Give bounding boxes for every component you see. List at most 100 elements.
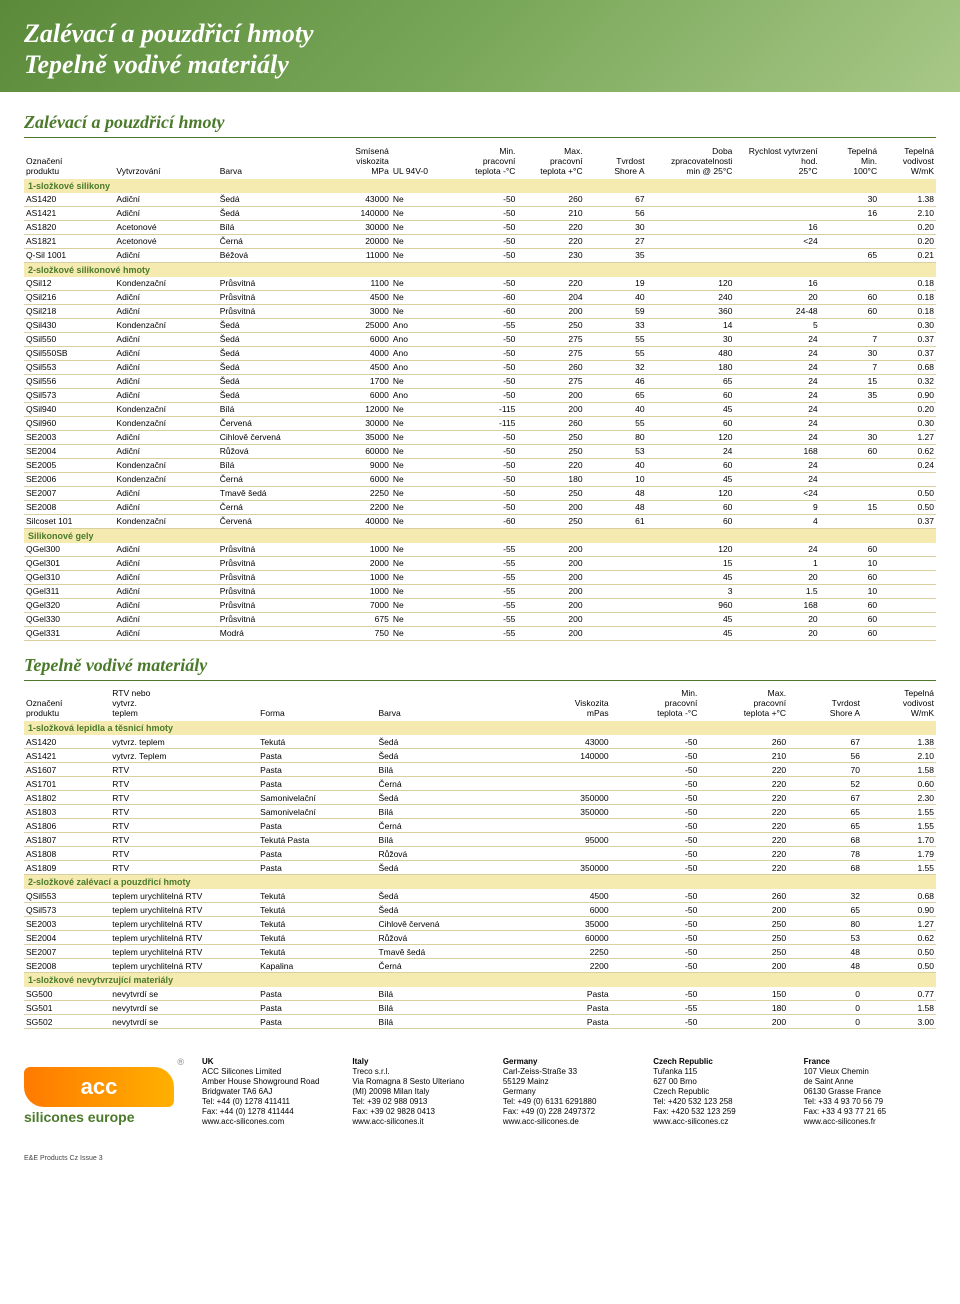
- table-cell: 220: [699, 861, 788, 875]
- table-cell: Ne: [391, 416, 450, 430]
- group-label: 2-složkové zalévací a pouzdřicí hmoty: [24, 875, 936, 890]
- table-cell: 6000: [500, 903, 611, 917]
- address-country: UK: [202, 1057, 334, 1066]
- table-cell: 250: [517, 444, 584, 458]
- table-row: QGel301AdičníPrůsvitná2000Ne-5520015110: [24, 556, 936, 570]
- table-cell: 12000: [319, 402, 391, 416]
- table-cell: Bílá: [218, 220, 319, 234]
- issue-line: E&E Products Cz Issue 3: [24, 1155, 960, 1162]
- table-cell: Pasta: [258, 763, 376, 777]
- table-row: QSil550AdičníŠedá6000Ano-5027555302470.3…: [24, 332, 936, 346]
- table-cell: 960: [647, 598, 735, 612]
- table-cell: 45: [647, 626, 735, 640]
- table-cell: Adiční: [114, 584, 217, 598]
- table-cell: SG502: [24, 1015, 110, 1029]
- table-cell: 16: [734, 220, 819, 234]
- table-cell: 24: [647, 444, 735, 458]
- table-cell: 0.30: [879, 318, 936, 332]
- address-line: de Saint Anne: [804, 1077, 936, 1086]
- table-cell: 20: [734, 290, 819, 304]
- table-cell: QSil553: [24, 360, 114, 374]
- table-cell: 275: [517, 374, 584, 388]
- table-cell: 250: [517, 514, 584, 528]
- address-block: GermanyCarl-Zeiss-Straße 3355129 MainzGe…: [503, 1057, 635, 1127]
- table-cell: SE2007: [24, 486, 114, 500]
- table-cell: QGel330: [24, 612, 114, 626]
- table-cell: 10: [820, 556, 879, 570]
- table-cell: Ne: [391, 458, 450, 472]
- table-cell: 250: [517, 430, 584, 444]
- table-cell: Adiční: [114, 486, 217, 500]
- table-cell: [585, 584, 647, 598]
- table-cell: [585, 598, 647, 612]
- table-cell: 11000: [319, 248, 391, 262]
- table-cell: 0.18: [879, 304, 936, 318]
- table-cell: 1000: [319, 543, 391, 557]
- table-cell: RTV: [110, 861, 258, 875]
- table-cell: 0.37: [879, 332, 936, 346]
- table-cell: 250: [699, 945, 788, 959]
- table-cell: Růžová: [376, 847, 499, 861]
- table-cell: AS1701: [24, 777, 110, 791]
- table-cell: QGel301: [24, 556, 114, 570]
- table-cell: Průsvitná: [218, 556, 319, 570]
- table-cell: 1.58: [862, 1001, 936, 1015]
- table-cell: Bílá: [376, 833, 499, 847]
- table-cell: 45: [647, 612, 735, 626]
- table-cell: -55: [450, 612, 517, 626]
- table-cell: [879, 472, 936, 486]
- table-cell: 260: [699, 735, 788, 749]
- table-cell: 1.27: [862, 917, 936, 931]
- table-cell: Pasta: [500, 1001, 611, 1015]
- table-cell: vytvrz. teplem: [110, 735, 258, 749]
- table-cell: 48: [788, 945, 862, 959]
- table-1: OznačeníproduktuVytvrzováníBarvaSmísenáv…: [24, 144, 936, 641]
- address-line: Carl-Zeiss-Straße 33: [503, 1067, 635, 1076]
- table-cell: 60: [820, 444, 879, 458]
- table-cell: 220: [699, 791, 788, 805]
- table-cell: 260: [699, 889, 788, 903]
- table-cell: 2000: [319, 556, 391, 570]
- table-cell: Tekutá: [258, 945, 376, 959]
- table-cell: 350000: [500, 861, 611, 875]
- table-cell: [647, 206, 735, 220]
- table-row: AS1803RTVSamonivelačníBílá350000-5022065…: [24, 805, 936, 819]
- table-cell: 250: [517, 318, 584, 332]
- table-cell: Tekutá: [258, 889, 376, 903]
- table-cell: RTV: [110, 805, 258, 819]
- table-cell: Cihlově červená: [218, 430, 319, 444]
- table-cell: SE2008: [24, 959, 110, 973]
- table-cell: Ne: [391, 374, 450, 388]
- address-line: Tel: +33 4 93 70 56 79: [804, 1097, 936, 1106]
- table-cell: Kondenzační: [114, 472, 217, 486]
- table-cell: 14: [647, 318, 735, 332]
- table-cell: 60000: [319, 444, 391, 458]
- table-row: QGel331AdičníModrá750Ne-55200452060: [24, 626, 936, 640]
- table-cell: -50: [450, 220, 517, 234]
- table-cell: 48: [585, 500, 647, 514]
- table-cell: 65: [788, 805, 862, 819]
- table-cell: -115: [450, 416, 517, 430]
- table-cell: 204: [517, 290, 584, 304]
- table-cell: 60: [647, 458, 735, 472]
- table-cell: 24: [734, 374, 819, 388]
- table-cell: 60: [820, 612, 879, 626]
- table-row: QGel311AdičníPrůsvitná1000Ne-5520031.510: [24, 584, 936, 598]
- table-cell: 120: [647, 277, 735, 291]
- table-cell: 10: [585, 472, 647, 486]
- table-cell: teplem urychlitelná RTV: [110, 931, 258, 945]
- table-cell: -55: [450, 626, 517, 640]
- table-cell: Průsvitná: [218, 290, 319, 304]
- table-cell: 10: [820, 584, 879, 598]
- table-cell: 220: [699, 847, 788, 861]
- table-cell: [647, 193, 735, 207]
- table-cell: [500, 819, 611, 833]
- table-cell: [820, 472, 879, 486]
- table-cell: RTV: [110, 763, 258, 777]
- table-cell: Růžová: [218, 444, 319, 458]
- table-cell: [500, 777, 611, 791]
- address-country: Italy: [352, 1057, 484, 1066]
- address-line: Fax: +39 02 9828 0413: [352, 1107, 484, 1116]
- table-cell: [820, 402, 879, 416]
- table-cell: 275: [517, 332, 584, 346]
